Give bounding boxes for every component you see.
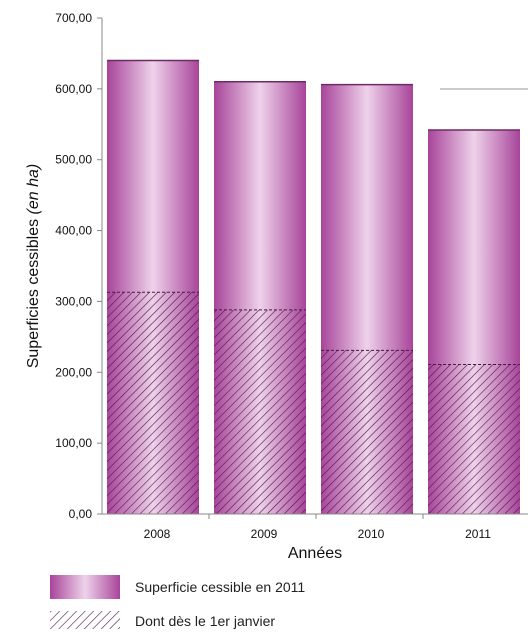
legend-swatch-superficie: [50, 575, 120, 599]
y-axis-title: Superficies cessibles (en ha): [25, 164, 42, 369]
x-tick-label-2011: 2011: [465, 527, 491, 541]
legend: Superficie cessible en 2011 Dont dès le …: [50, 575, 305, 629]
x-tick-label-2010: 2010: [358, 527, 385, 541]
y-ticks: 0,00 100,00 200,00 300,00 400,00 500,00 600,00…: [55, 11, 102, 521]
x-axis-title: Années: [288, 545, 342, 562]
y-tick-label: 600,00: [55, 82, 92, 96]
bar-hatch-2009: [214, 309, 306, 514]
y-tick-label: 100,00: [55, 436, 92, 450]
y-axis-title-unit: (en ha): [25, 164, 42, 215]
x-ticks: 2008 2009 2010 2011: [144, 514, 491, 541]
legend-label-hatch: Dont dès le 1er janvier: [135, 613, 275, 629]
legend-label-superficie: Superficie cessible en 2011: [135, 579, 305, 595]
x-tick-label-2009: 2009: [251, 527, 278, 541]
bar-hatch-2011: [428, 364, 520, 514]
bar-hatch-2010: [321, 350, 413, 514]
y-tick-label: 400,00: [55, 224, 92, 238]
y-tick-label: 700,00: [55, 11, 92, 25]
x-tick-label-2008: 2008: [144, 527, 171, 541]
legend-swatch-hatch: [50, 611, 120, 629]
y-axis-title-main: Superficies cessibles: [25, 214, 42, 368]
bar-hatch-2008: [107, 292, 199, 514]
y-tick-label: 500,00: [55, 153, 92, 167]
hatch-bars: [107, 291, 520, 514]
y-tick-label: 300,00: [55, 294, 92, 308]
y-tick-label: 200,00: [55, 365, 92, 379]
y-tick-label: 0,00: [69, 507, 93, 521]
